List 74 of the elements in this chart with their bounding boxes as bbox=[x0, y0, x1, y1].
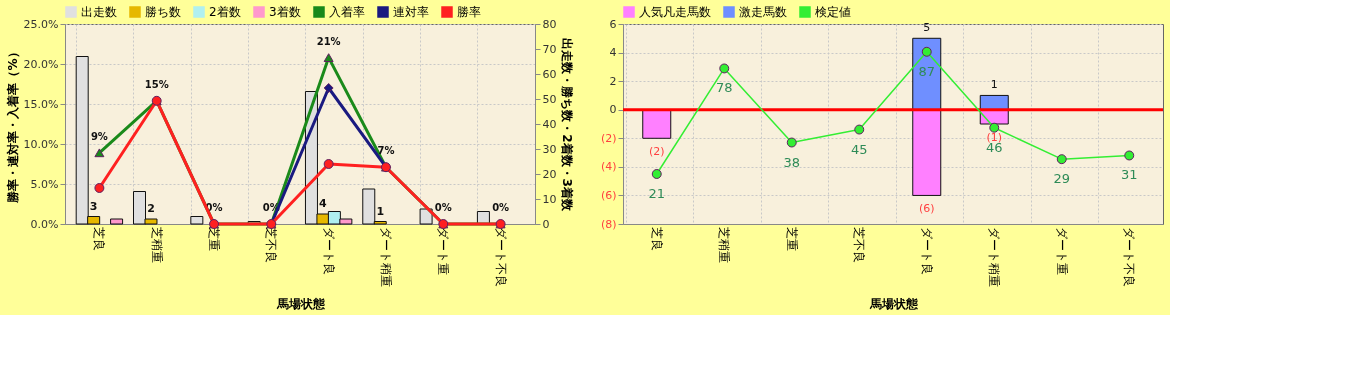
data-label: 5 bbox=[923, 21, 931, 35]
x-tick-label: ダート稍重 bbox=[987, 226, 1002, 287]
x-tick-label: 芝不良 bbox=[852, 226, 867, 263]
legend-label: 3着数 bbox=[269, 5, 301, 19]
y-axis-title: 勝率・連対率・入着率（%） bbox=[5, 46, 20, 204]
y2-axis-title: 出走数・勝ち数・2着数・3着数 bbox=[560, 38, 575, 212]
x-tick-label: 芝不良 bbox=[264, 226, 279, 263]
x-tick-label: 芝良 bbox=[92, 226, 107, 251]
y2-tick-label: 0 bbox=[542, 217, 550, 231]
y2-tick-label: 20 bbox=[542, 167, 557, 181]
y2-tick-label: 10 bbox=[542, 192, 557, 206]
x-axis-title: 馬場状態 bbox=[275, 296, 326, 311]
x-tick-label: ダート重 bbox=[436, 226, 451, 275]
y2-tick-label: 40 bbox=[542, 117, 557, 131]
data-label: 21% bbox=[316, 35, 341, 47]
data-label: 4 bbox=[319, 197, 328, 210]
legend-label: 2着数 bbox=[209, 5, 241, 19]
data-label: (6) bbox=[918, 202, 935, 216]
data-label: 3 bbox=[89, 199, 98, 213]
data-label: 2 bbox=[147, 202, 155, 215]
y2-tick-label: 30 bbox=[542, 142, 557, 156]
data-label: 0% bbox=[434, 202, 452, 213]
x-tick-label: ダート良 bbox=[919, 226, 934, 275]
data-label: 87 bbox=[918, 63, 936, 79]
x-tick-label: 芝良 bbox=[649, 226, 664, 251]
data-label: 31 bbox=[1120, 167, 1138, 183]
data-label: 45 bbox=[850, 141, 868, 157]
y-tick-label: (4) bbox=[600, 160, 617, 174]
x-tick-label: 芝重 bbox=[784, 226, 799, 251]
y2-tick-label: 50 bbox=[542, 92, 557, 106]
data-label: 29 bbox=[1053, 171, 1071, 187]
legend-label: 連対率 bbox=[393, 5, 429, 19]
data-label: 1 bbox=[990, 78, 998, 92]
y2-tick-label: 60 bbox=[542, 67, 557, 81]
y-tick-label: 20.0% bbox=[23, 57, 59, 71]
legend-label: 勝率 bbox=[457, 5, 481, 19]
data-label: (2) bbox=[648, 145, 665, 159]
y-tick-label: (8) bbox=[600, 217, 617, 231]
legend-label: 勝ち数 bbox=[145, 5, 181, 19]
y-tick-label: 0.0% bbox=[30, 217, 59, 231]
x-tick-label: ダート稍重 bbox=[378, 226, 393, 287]
x-tick-label: ダート不良 bbox=[493, 226, 508, 287]
y-tick-label: (6) bbox=[600, 188, 617, 202]
legend-label: 検定値 bbox=[815, 5, 851, 19]
data-label: 9% bbox=[90, 130, 108, 142]
x-axis-title: 馬場状態 bbox=[868, 296, 919, 311]
data-label: 0% bbox=[492, 202, 510, 213]
y-tick-label: 25.0% bbox=[23, 17, 59, 31]
y2-tick-label: 70 bbox=[542, 42, 557, 56]
x-tick-label: 芝重 bbox=[207, 226, 222, 251]
x-tick-label: ダート良 bbox=[321, 226, 336, 275]
y-tick-label: 2 bbox=[609, 74, 617, 88]
legend-label: 激走馬数 bbox=[739, 5, 787, 19]
legend-label: 入着率 bbox=[329, 5, 365, 19]
y-tick-label: 4 bbox=[609, 46, 617, 60]
data-label: 38 bbox=[783, 154, 801, 170]
x-tick-label: 芝稍重 bbox=[717, 226, 732, 263]
y-tick-label: 0 bbox=[609, 103, 617, 117]
data-label: 21 bbox=[648, 186, 666, 201]
y-tick-label: (2) bbox=[600, 131, 617, 145]
data-label: 7% bbox=[377, 145, 395, 157]
y-tick-label: 6 bbox=[609, 17, 617, 31]
y-tick-label: 10.0% bbox=[23, 137, 59, 151]
legend-label: 出走数 bbox=[81, 5, 117, 19]
x-tick-label: 芝稍重 bbox=[149, 226, 164, 263]
data-label: 1 bbox=[376, 204, 385, 218]
y2-tick-label: 80 bbox=[542, 17, 557, 31]
y-tick-label: 5.0% bbox=[30, 177, 59, 191]
data-label: 78 bbox=[715, 80, 733, 96]
data-label: 15% bbox=[144, 78, 169, 90]
x-tick-label: ダート不良 bbox=[1122, 226, 1137, 287]
legend-label: 人気凡走馬数 bbox=[639, 5, 711, 19]
y-tick-label: 15.0% bbox=[23, 97, 59, 111]
x-tick-label: ダート重 bbox=[1054, 226, 1069, 275]
